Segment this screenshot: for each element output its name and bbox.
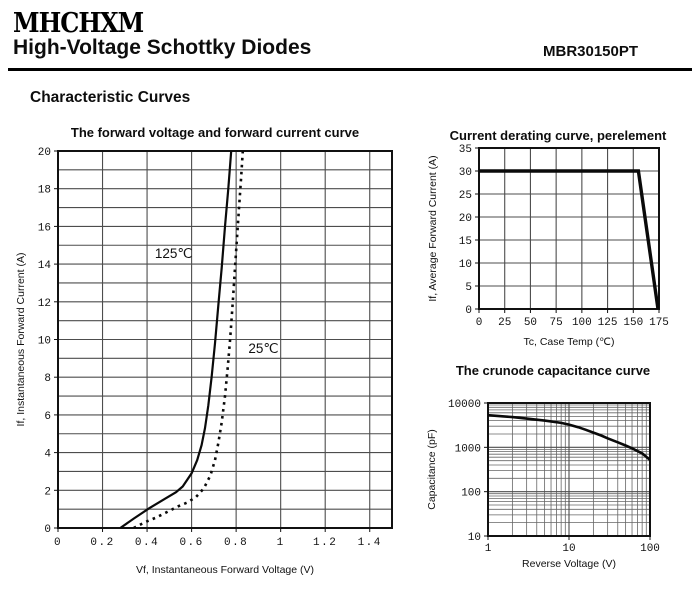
y-tick-label: 35 [459, 144, 472, 156]
x-tick-label: 125 [598, 317, 618, 329]
y-axis-label: If, Average Forward Current (A) [427, 155, 439, 301]
y-tick-label: 4 [44, 449, 51, 461]
curve-label: 125℃ [155, 246, 193, 261]
x-tick-label: 0 [476, 317, 483, 329]
chart-title: Current derating curve, perelement [450, 128, 667, 143]
y-tick-label: 10 [459, 259, 472, 271]
x-tick-label: 75 [550, 317, 563, 329]
plot-border [478, 147, 660, 310]
x-tick-label: 0.6 [179, 537, 203, 549]
y-tick-label: 10 [38, 336, 51, 348]
y-tick-label: 0 [465, 305, 472, 317]
y-tick-label: 12 [38, 298, 51, 310]
y-tick-label: 8 [44, 373, 51, 385]
y-tick-label: 14 [38, 260, 52, 272]
y-axis-label: If, Instantaneous Forward Current (A) [15, 253, 27, 427]
x-axis-label: Reverse Voltage (V) [522, 558, 616, 570]
x-tick-label: 1 [485, 543, 492, 555]
x-tick-label: 10 [562, 543, 575, 555]
page-title: High-Voltage Schottky Diodes [13, 36, 312, 59]
x-tick-label: 100 [640, 543, 660, 555]
y-tick-label: 10000 [448, 399, 481, 411]
curve-deratinglimit [479, 169, 659, 309]
capacitance-chart-svg: 10 100 1000 10000 1 10 100 The crunode capacita… [426, 363, 660, 570]
y-tick-label: 18 [38, 185, 51, 197]
x-axis-label: Vf, Instantaneous Forward Voltage (V) [136, 564, 314, 576]
y-tick-label: 0 [44, 524, 51, 536]
chart-title: The forward voltage and forward current … [71, 125, 359, 140]
x-tick-label: 0.2 [90, 537, 114, 549]
section-title: Characteristic Curves [30, 89, 191, 106]
brand-logo: MHCHXM [13, 6, 144, 39]
y-tick-label: 20 [38, 147, 51, 159]
y-tick-label: 30 [459, 167, 472, 179]
x-axis-label: Tc, Case Temp (℃) [524, 336, 615, 348]
header-rule [8, 68, 692, 71]
x-tick-label: 1 [277, 537, 285, 549]
curve-junctioncapacitance [488, 413, 650, 461]
capacitance-chart: 10 100 1000 10000 1 10 100 The crunode capacita… [420, 352, 700, 591]
part-number: MBR30150PT [543, 43, 639, 60]
x-tick-label: 1.2 [313, 537, 337, 549]
y-tick-label: 6 [44, 411, 51, 423]
x-tick-label: 1.4 [358, 537, 382, 549]
forward-chart-svg: 0 2 4 6 8 10 12 14 16 18 20 0 0.2 0.4 0.6 0.8 1 1.2 1.4 125… [15, 125, 393, 576]
x-tick-label: 25 [498, 317, 511, 329]
current-derating-chart: 0 5 10 15 20 25 30 35 0 25 50 75 100 125 150 175 Current… [420, 118, 700, 350]
y-tick-label: 1000 [455, 443, 481, 455]
curve-125 [119, 151, 233, 528]
y-axis-label: Capacitance (pF) [426, 429, 438, 510]
y-tick-label: 2 [44, 486, 51, 498]
x-tick-label: 0 [54, 537, 62, 549]
y-tick-label: 16 [38, 222, 51, 234]
y-tick-label: 5 [465, 282, 472, 294]
forward-voltage-chart: 0 2 4 6 8 10 12 14 16 18 20 0 0.2 0.4 0.6 0.8 1 1.2 1.4 125… [0, 118, 420, 591]
curve-25 [133, 151, 245, 528]
x-tick-label: 175 [649, 317, 669, 329]
x-tick-label: 0.8 [224, 537, 248, 549]
x-tick-label: 100 [572, 317, 592, 329]
y-tick-label: 10 [468, 532, 481, 544]
y-tick-label: 100 [461, 488, 481, 500]
y-tick-label: 15 [459, 236, 472, 248]
derating-chart-svg: 0 5 10 15 20 25 30 35 0 25 50 75 100 125 150 175 Current… [427, 128, 669, 348]
curve-label: 25℃ [248, 341, 278, 356]
y-tick-label: 20 [459, 213, 472, 225]
x-tick-label: 150 [623, 317, 643, 329]
x-tick-label: 50 [524, 317, 537, 329]
x-tick-label: 0.4 [135, 537, 159, 549]
y-tick-label: 25 [459, 190, 472, 202]
chart-title: The crunode capacitance curve [456, 363, 650, 378]
